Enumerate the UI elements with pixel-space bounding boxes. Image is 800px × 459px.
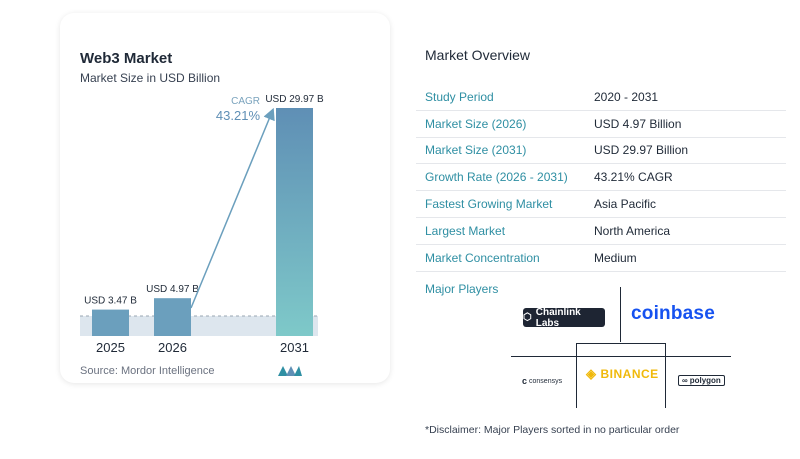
overview-row-label: Largest Market <box>425 223 506 238</box>
divider-horizontal <box>511 356 731 357</box>
overview-row: Market Concentration Medium <box>416 245 786 272</box>
chart-subtitle: Market Size in USD Billion <box>80 71 221 85</box>
source-text: Source: Mordor Intelligence <box>80 365 215 377</box>
overview-row-value: USD 29.97 Billion <box>594 143 689 158</box>
overview-row-value: 43.21% CAGR <box>594 170 673 185</box>
consensys-logo: c consensys <box>522 376 562 386</box>
overview-title: Market Overview <box>425 47 531 63</box>
source-logo-icon <box>278 366 302 376</box>
overview-row: Market Size (2026) USD 4.97 Billion <box>416 111 786 138</box>
overview-row-label: Growth Rate (2026 - 2031) <box>425 170 568 185</box>
polygon-logo: ∞ polygon <box>678 375 725 386</box>
major-players-title: Major Players <box>425 282 499 296</box>
chainlink-hex-icon: ⬡ <box>523 312 532 323</box>
overview-row-label: Market Size (2026) <box>425 116 527 131</box>
overview-row: Market Size (2031) USD 29.97 Billion <box>416 138 786 165</box>
data-label-2026: USD 4.97 B <box>146 284 199 295</box>
overview-row-value: North America <box>594 223 671 238</box>
x-tick-2025: 2025 <box>96 340 125 355</box>
cagr-label: CAGR <box>231 96 260 107</box>
overview-row: Study Period 2020 - 2031 <box>416 84 786 111</box>
overview-row-value: Medium <box>594 250 637 265</box>
cagr-arrow <box>190 107 275 309</box>
overview-row-value: USD 4.97 Billion <box>594 116 682 131</box>
chainlink-logo-text: Chainlink Labs <box>535 306 581 329</box>
data-label-2031: USD 29.97 B <box>265 94 324 105</box>
divider-box-right <box>665 343 666 408</box>
overview-row-value: 2020 - 2031 <box>594 89 659 104</box>
chart-title: Web3 Market <box>80 50 173 67</box>
binance-diamond-icon: ◈ <box>586 366 597 381</box>
binance-logo: ◈ BINANCE <box>586 366 659 382</box>
x-tick-2031: 2031 <box>280 340 309 355</box>
x-tick-2026: 2026 <box>158 340 187 355</box>
bar-2025 <box>92 309 129 336</box>
overview-row-value: Asia Pacific <box>594 197 657 212</box>
overview-row: Fastest Growing Market Asia Pacific <box>416 191 786 218</box>
chainlink-labs-logo: ⬡ Chainlink Labs <box>523 306 605 329</box>
divider-vertical-top <box>620 287 621 342</box>
overview-row-label: Study Period <box>425 89 494 104</box>
overview-row: Growth Rate (2026 - 2031) 43.21% CAGR <box>416 164 786 192</box>
overview-row: Largest Market North America <box>416 218 786 245</box>
highlight-band <box>80 316 318 336</box>
bar-2026 <box>154 298 191 336</box>
divider-box-left <box>576 343 577 408</box>
data-label-2025: USD 3.47 B <box>84 296 137 307</box>
polygon-logo-text: polygon <box>689 376 721 385</box>
polygon-mark-icon: ∞ <box>682 376 688 385</box>
divider-box-top <box>576 343 665 344</box>
consensys-mark-icon: c <box>522 376 528 386</box>
overview-row-label: Market Concentration <box>425 250 540 265</box>
overview-row-label: Fastest Growing Market <box>425 197 553 212</box>
binance-logo-text: BINANCE <box>600 367 659 381</box>
coinbase-logo: coinbase <box>631 303 715 324</box>
overview-row-label: Market Size (2031) <box>425 143 527 158</box>
overview-table: Study Period 2020 - 2031 Market Size (2026… <box>416 84 786 272</box>
consensys-logo-text: consensys <box>529 377 563 385</box>
disclaimer-text: *Disclaimer: Major Players sorted in no … <box>425 424 680 436</box>
bar-2031 <box>276 108 313 336</box>
cagr-value: 43.21% <box>216 108 261 123</box>
